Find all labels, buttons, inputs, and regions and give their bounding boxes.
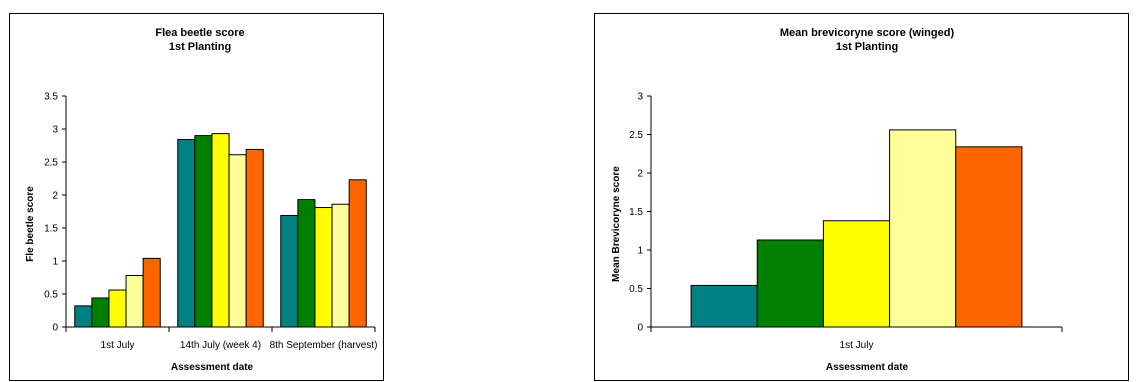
x-tick-label: 1st July [101, 340, 135, 351]
y-tick-label: 0.5 [629, 284, 643, 295]
y-tick-label: 3.5 [44, 92, 58, 103]
y-tick-label: 2 [52, 191, 58, 202]
y-tick-label: 2.5 [44, 158, 58, 169]
bar-series-1-1 [690, 284, 758, 328]
bar-series-1-3 [280, 214, 299, 328]
y-tick-label: 2.5 [629, 130, 643, 141]
bar-series-3-1 [108, 289, 127, 328]
chart-panel-flea-beetle: Flea beetle score 1st Planting Assessmen… [9, 13, 384, 381]
bar-series-4-2 [228, 154, 247, 328]
x-tick-label: 1st July [840, 340, 874, 351]
y-tick-label: 3 [637, 92, 643, 103]
y-tick-label: 1 [52, 257, 58, 268]
x-axis-label: Assessment date [826, 362, 909, 373]
bar-series-1-2 [177, 139, 196, 328]
y-tick-label: 0 [52, 323, 58, 334]
x-tick-label: 8th September (harvest) [270, 340, 378, 351]
bar-series-5-1 [955, 146, 1023, 328]
y-axis-label: Mean Brevicoryne score [611, 166, 622, 282]
chart-title: Flea beetle score [155, 27, 244, 39]
bar-series-3-3 [314, 207, 333, 328]
y-tick-label: 1.5 [44, 224, 58, 235]
bar-series-1-1 [74, 305, 93, 328]
bar-series-2-3 [297, 199, 316, 328]
bar-series-5-2 [245, 148, 264, 328]
y-tick-label: 0.5 [44, 290, 58, 301]
chart-panel-brevicoryne: Mean brevicoryne score (winged) 1st Plan… [594, 13, 1129, 381]
x-tick-label: 14th July (week 4) [180, 340, 261, 351]
bar-series-4-1 [125, 275, 144, 328]
bar-series-3-2 [211, 133, 230, 328]
y-tick-label: 1 [637, 246, 643, 257]
bar-series-2-1 [91, 297, 110, 328]
brevicoryne-chart: Mean brevicoryne score (winged) 1st Plan… [611, 27, 1063, 373]
x-axis-label: Assessment date [171, 362, 254, 373]
chart-title: Mean brevicoryne score (winged) [780, 27, 955, 39]
y-axis-label: Fle beetle score [25, 186, 36, 262]
bar-series-4-1 [889, 129, 957, 328]
y-tick-label: 3 [52, 125, 58, 136]
y-tick-label: 1.5 [629, 207, 643, 218]
bar-series-5-3 [348, 179, 367, 328]
bar-series-2-2 [194, 135, 213, 328]
bar-series-5-1 [142, 257, 161, 328]
y-tick-label: 0 [637, 323, 643, 334]
bar-series-3-1 [822, 220, 891, 328]
bar-series-4-3 [331, 203, 350, 328]
chart-subtitle: 1st Planting [836, 41, 898, 53]
chart-subtitle: 1st Planting [169, 41, 231, 53]
flea-beetle-chart: Flea beetle score 1st Planting Assessmen… [25, 27, 378, 373]
y-tick-label: 2 [637, 169, 643, 180]
bar-series-2-1 [756, 239, 824, 328]
